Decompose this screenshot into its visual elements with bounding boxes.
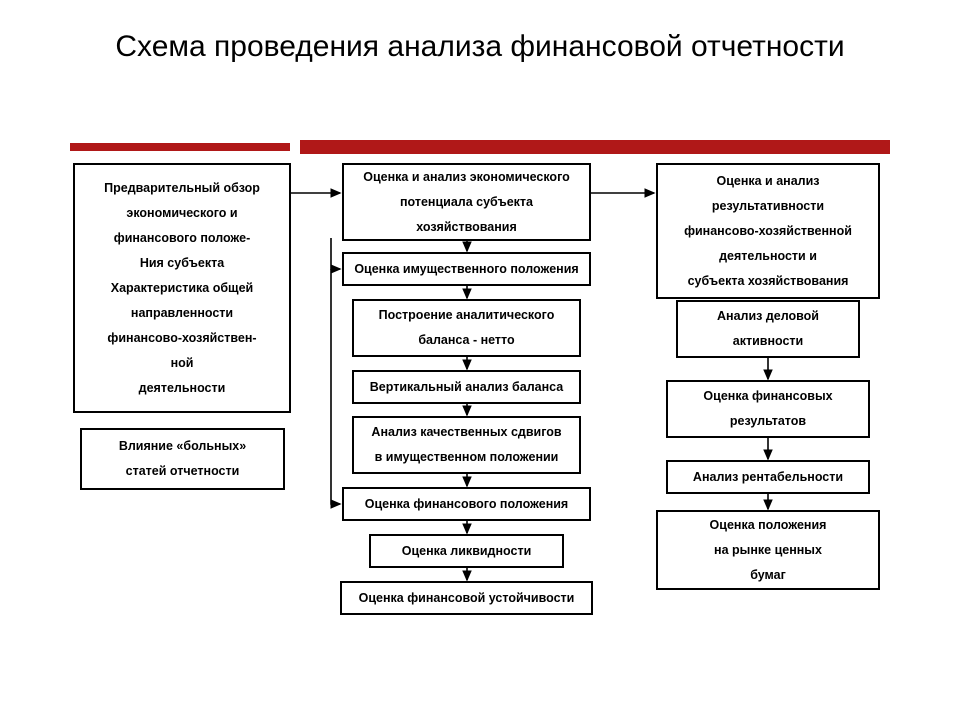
flowchart-node: Предварительный обзор экономического и ф…	[73, 163, 291, 413]
flowchart-node: Оценка имущественного положения	[342, 252, 591, 286]
flowchart-node: Оценка ликвидности	[369, 534, 564, 568]
flowchart-node: Анализ деловой активности	[676, 300, 860, 358]
page-title: Схема проведения анализа финансовой отче…	[0, 0, 960, 84]
flowchart-node: Вертикальный анализ баланса	[352, 370, 581, 404]
flowchart-node: Оценка и анализ результативности финансо…	[656, 163, 880, 299]
flowchart-node: Оценка финансовых результатов	[666, 380, 870, 438]
flowchart-node: Построение аналитического баланса - нетт…	[352, 299, 581, 357]
flowchart-node: Оценка финансовой устойчивости	[340, 581, 593, 615]
flowchart-node: Анализ качественных сдвигов в имуществен…	[352, 416, 581, 474]
flowchart-node: Влияние «больных» статей отчетности	[80, 428, 285, 490]
flowchart-node: Оценка положения на рынке ценных бумаг	[656, 510, 880, 590]
flowchart-node: Оценка финансового положения	[342, 487, 591, 521]
flowchart-node: Оценка и анализ экономического потенциал…	[342, 163, 591, 241]
flowchart-node: Анализ рентабельности	[666, 460, 870, 494]
